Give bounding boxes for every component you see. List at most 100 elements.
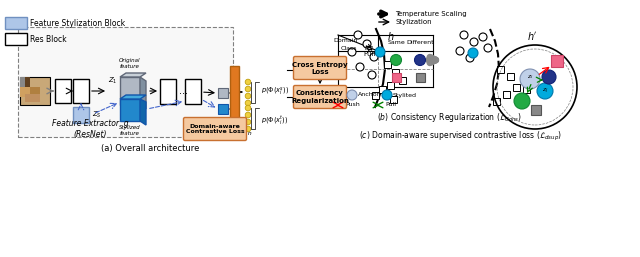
Text: Domain-aware
Contrastive Loss: Domain-aware Contrastive Loss: [186, 124, 244, 134]
Text: Same: Same: [318, 58, 336, 62]
Circle shape: [375, 47, 385, 57]
FancyBboxPatch shape: [160, 79, 176, 104]
Text: Feature Stylization Block: Feature Stylization Block: [30, 19, 125, 27]
Circle shape: [245, 100, 251, 106]
Circle shape: [245, 119, 251, 125]
Text: $p(\Phi(x_i^s))$: $p(\Phi(x_i^s))$: [261, 86, 289, 98]
Text: $(c)$ Domain-aware supervised contrastive loss ($\mathcal{L}_{dsup}$): $(c)$ Domain-aware supervised contrastiv…: [358, 130, 561, 143]
FancyBboxPatch shape: [371, 91, 378, 98]
Circle shape: [347, 90, 357, 100]
FancyBboxPatch shape: [390, 96, 397, 103]
Text: Stylized
feature: Stylized feature: [119, 125, 141, 136]
Circle shape: [245, 105, 251, 111]
Circle shape: [514, 93, 530, 109]
Text: $Z_1$: $Z_1$: [108, 76, 118, 86]
Circle shape: [368, 71, 376, 79]
FancyBboxPatch shape: [5, 33, 27, 45]
Text: Classifier h: Classifier h: [216, 131, 252, 136]
Text: Different: Different: [406, 40, 434, 45]
Circle shape: [415, 54, 426, 66]
FancyBboxPatch shape: [120, 99, 140, 121]
FancyBboxPatch shape: [5, 17, 27, 29]
FancyBboxPatch shape: [20, 77, 50, 105]
Text: Class: Class: [341, 46, 358, 51]
FancyBboxPatch shape: [294, 86, 346, 108]
Circle shape: [245, 93, 251, 99]
FancyBboxPatch shape: [30, 87, 40, 97]
Circle shape: [382, 90, 392, 100]
Polygon shape: [140, 99, 146, 125]
Text: $z_j$: $z_j$: [541, 86, 548, 96]
Text: (a) Overall architecture: (a) Overall architecture: [101, 144, 199, 153]
Circle shape: [363, 40, 371, 48]
Circle shape: [460, 31, 468, 39]
Circle shape: [520, 69, 540, 89]
FancyBboxPatch shape: [502, 90, 509, 97]
FancyBboxPatch shape: [493, 97, 499, 105]
Circle shape: [468, 48, 478, 58]
FancyBboxPatch shape: [55, 79, 71, 103]
FancyBboxPatch shape: [387, 81, 394, 88]
Text: Pull: Pull: [385, 103, 396, 107]
Text: $h'$: $h'$: [527, 30, 538, 42]
FancyBboxPatch shape: [399, 77, 406, 84]
FancyBboxPatch shape: [378, 86, 385, 93]
FancyBboxPatch shape: [531, 105, 541, 115]
Text: $f$: $f$: [221, 89, 225, 97]
Text: Cross Entropy
Loss: Cross Entropy Loss: [292, 61, 348, 75]
Text: Temperature Scaling: Temperature Scaling: [395, 11, 467, 17]
Text: Different: Different: [308, 76, 336, 80]
Text: $(b)$ Consistency Regularization ($\mathcal{L}_{Cons}$): $(b)$ Consistency Regularization ($\math…: [378, 111, 523, 124]
FancyBboxPatch shape: [230, 66, 239, 124]
FancyBboxPatch shape: [392, 73, 401, 82]
FancyBboxPatch shape: [20, 77, 30, 87]
Text: Original
feature: Original feature: [119, 58, 141, 69]
Circle shape: [245, 112, 251, 118]
FancyBboxPatch shape: [515, 96, 522, 103]
Circle shape: [245, 79, 251, 85]
FancyBboxPatch shape: [184, 117, 246, 141]
FancyBboxPatch shape: [513, 84, 520, 90]
Text: Consistency
Regularization: Consistency Regularization: [291, 90, 349, 104]
Circle shape: [370, 53, 378, 61]
Circle shape: [245, 86, 251, 92]
FancyBboxPatch shape: [218, 88, 228, 98]
FancyBboxPatch shape: [18, 27, 233, 137]
FancyBboxPatch shape: [25, 77, 30, 87]
Text: Pull: Pull: [364, 51, 376, 57]
Text: Stylited: Stylited: [393, 93, 417, 97]
Circle shape: [356, 63, 364, 71]
Text: $h$: $h$: [387, 30, 394, 42]
FancyBboxPatch shape: [551, 55, 563, 67]
FancyBboxPatch shape: [383, 60, 390, 68]
FancyBboxPatch shape: [392, 69, 399, 76]
Polygon shape: [140, 77, 146, 109]
Circle shape: [542, 70, 556, 84]
Circle shape: [479, 33, 487, 41]
FancyBboxPatch shape: [120, 77, 140, 105]
Polygon shape: [120, 95, 146, 99]
Text: $f$: $f$: [221, 105, 225, 113]
FancyBboxPatch shape: [20, 87, 30, 97]
FancyBboxPatch shape: [25, 94, 40, 102]
Text: Stylization: Stylization: [395, 19, 431, 25]
FancyBboxPatch shape: [218, 104, 228, 114]
Text: Push: Push: [345, 103, 360, 107]
Circle shape: [390, 54, 401, 66]
Text: $z_i$: $z_i$: [527, 73, 533, 81]
FancyBboxPatch shape: [522, 86, 529, 93]
FancyBboxPatch shape: [497, 66, 504, 72]
Circle shape: [354, 31, 362, 39]
Text: Anchor: Anchor: [358, 93, 380, 97]
Circle shape: [484, 44, 492, 52]
Circle shape: [470, 38, 478, 46]
Circle shape: [245, 126, 251, 132]
Text: Domain: Domain: [333, 38, 358, 43]
Text: $p(\Phi(x_i^t))$: $p(\Phi(x_i^t))$: [261, 113, 289, 125]
Circle shape: [456, 47, 464, 55]
FancyBboxPatch shape: [294, 57, 346, 79]
FancyBboxPatch shape: [416, 73, 425, 82]
Circle shape: [466, 54, 474, 62]
Text: $Z_S$: $Z_S$: [92, 110, 102, 120]
Text: Same: Same: [387, 40, 405, 45]
